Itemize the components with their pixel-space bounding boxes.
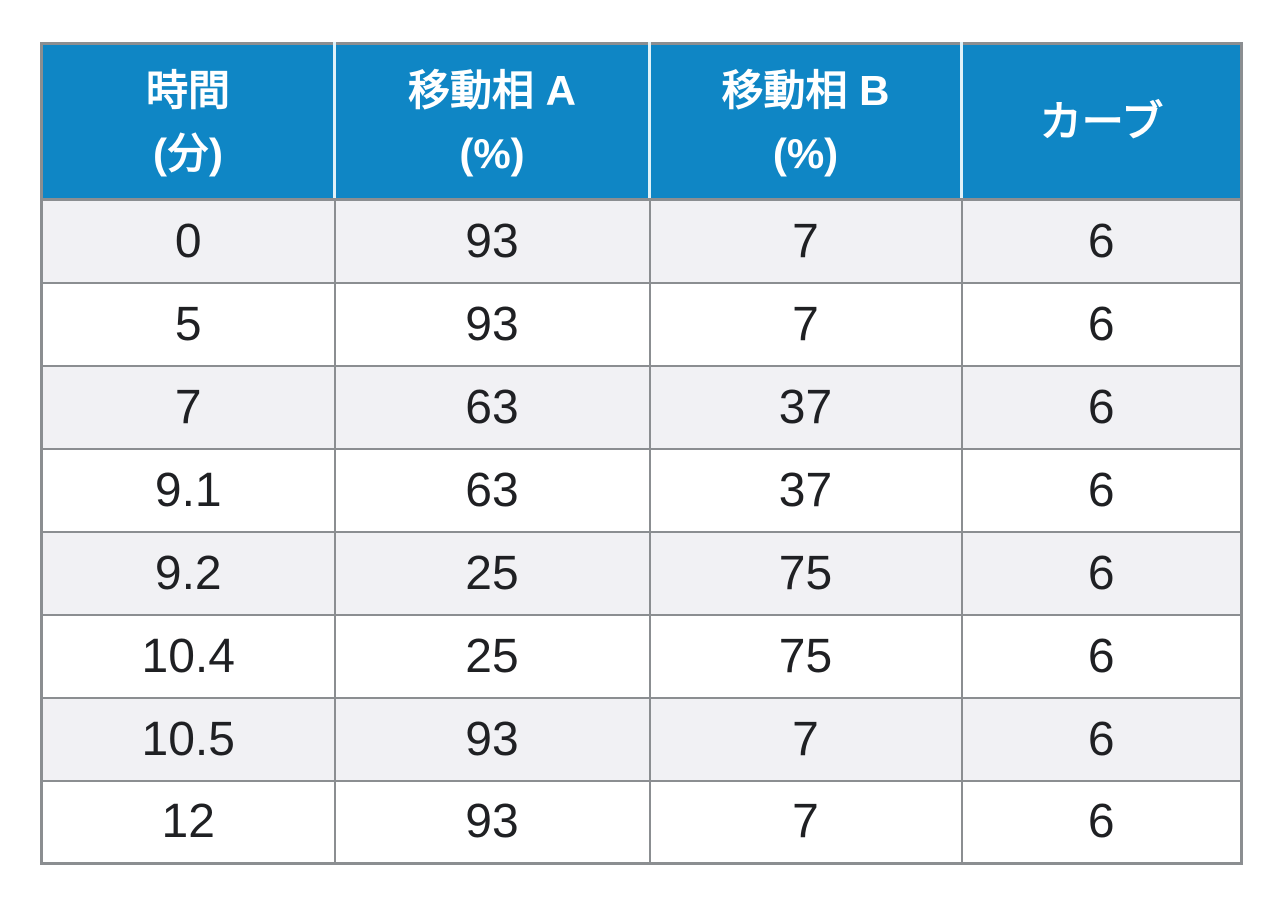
cell-time: 7	[40, 364, 336, 450]
cell-mobile-phase-b: 7	[648, 281, 963, 367]
cell-mobile-phase-a: 93	[333, 779, 651, 865]
table-row: 9.2 25 75 6	[40, 530, 1243, 616]
gradient-table-container: 時間 (分) 移動相 A (%) 移動相 B (%) カーブ 0	[40, 42, 1243, 865]
cell-time: 0	[40, 198, 336, 284]
table-row: 5 93 7 6	[40, 281, 1243, 367]
cell-mobile-phase-a: 63	[333, 447, 651, 533]
gradient-table: 時間 (分) 移動相 A (%) 移動相 B (%) カーブ 0	[40, 42, 1243, 865]
column-header-mobile-phase-a-line1: 移動相 A	[407, 66, 576, 114]
cell-curve: 6	[960, 530, 1243, 616]
cell-time: 10.4	[40, 613, 336, 699]
cell-mobile-phase-b: 7	[648, 198, 963, 284]
cell-curve: 6	[960, 613, 1243, 699]
cell-mobile-phase-a: 93	[333, 281, 651, 367]
cell-time: 12	[40, 779, 336, 865]
cell-mobile-phase-a: 25	[333, 613, 651, 699]
cell-curve: 6	[960, 198, 1243, 284]
cell-time: 10.5	[40, 696, 336, 782]
cell-curve: 6	[960, 779, 1243, 865]
cell-mobile-phase-b: 37	[648, 447, 963, 533]
cell-mobile-phase-b: 7	[648, 779, 963, 865]
cell-curve: 6	[960, 364, 1243, 450]
table-row: 12 93 7 6	[40, 779, 1243, 865]
column-header-time: 時間 (分)	[41, 43, 335, 201]
cell-time: 9.2	[40, 530, 336, 616]
column-header-mobile-phase-b-line1: 移動相 B	[721, 66, 890, 114]
table-row: 9.1 63 37 6	[40, 447, 1243, 533]
column-header-time-line1: 時間	[145, 66, 230, 114]
column-header-mobile-phase-b-line2: (%)	[772, 129, 839, 177]
column-header-mobile-phase-a: 移動相 A (%)	[333, 43, 650, 201]
table-row: 7 63 37 6	[40, 364, 1243, 450]
column-header-curve: カーブ	[960, 43, 1242, 201]
table-row: 10.5 93 7 6	[40, 696, 1243, 782]
cell-curve: 6	[960, 281, 1243, 367]
column-header-curve-line1: カーブ	[1039, 98, 1164, 145]
cell-mobile-phase-b: 37	[648, 364, 963, 450]
column-header-mobile-phase-b: 移動相 B (%)	[648, 43, 962, 201]
cell-curve: 6	[960, 447, 1243, 533]
cell-mobile-phase-a: 25	[333, 530, 651, 616]
cell-mobile-phase-a: 93	[333, 198, 651, 284]
cell-mobile-phase-b: 75	[648, 530, 963, 616]
cell-mobile-phase-a: 63	[333, 364, 651, 450]
header-row: 時間 (分) 移動相 A (%) 移動相 B (%) カーブ	[41, 43, 1242, 201]
table-row: 0 93 7 6	[40, 198, 1243, 284]
cell-curve: 6	[960, 696, 1243, 782]
cell-time: 9.1	[40, 447, 336, 533]
cell-mobile-phase-b: 75	[648, 613, 963, 699]
cell-time: 5	[40, 281, 336, 367]
column-header-mobile-phase-a-line2: (%)	[459, 129, 525, 177]
cell-mobile-phase-a: 93	[333, 696, 651, 782]
column-header-time-line2: (分)	[153, 129, 223, 177]
cell-mobile-phase-b: 7	[648, 696, 963, 782]
table-row: 10.4 25 75 6	[40, 613, 1243, 699]
